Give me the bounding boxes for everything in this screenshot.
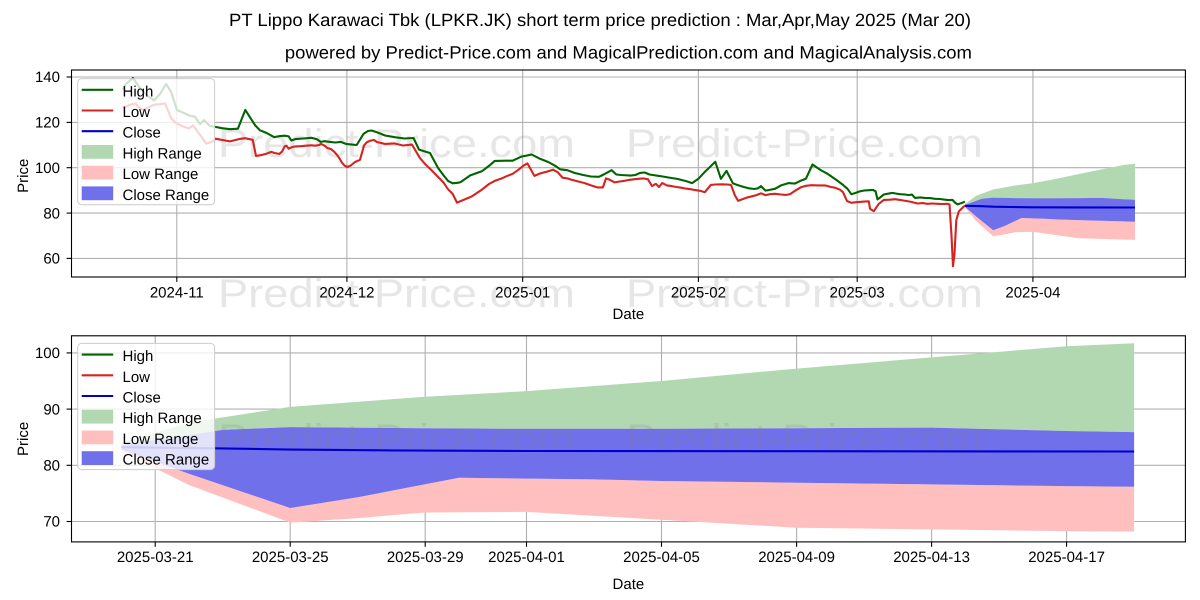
- svg-text:Date: Date: [613, 306, 645, 323]
- svg-text:2025-04-01: 2025-04-01: [488, 549, 565, 566]
- svg-text:PT Lippo Karawaci Tbk (LPKR.JK: PT Lippo Karawaci Tbk (LPKR.JK) short te…: [229, 10, 971, 30]
- svg-text:120: 120: [35, 115, 60, 132]
- svg-text:2025-03-29: 2025-03-29: [387, 549, 464, 566]
- svg-text:2025-01: 2025-01: [495, 285, 550, 302]
- svg-text:Predict-Price.com: Predict-Price.com: [626, 122, 983, 166]
- svg-text:Predict-Price.com: Predict-Price.com: [218, 417, 575, 461]
- svg-text:70: 70: [43, 514, 60, 531]
- svg-text:Price: Price: [15, 422, 32, 456]
- svg-text:Close Range: Close Range: [123, 187, 210, 204]
- svg-text:powered by Predict-Price.com a: powered by Predict-Price.com and Magical…: [285, 43, 972, 63]
- svg-text:60: 60: [43, 251, 60, 268]
- svg-text:Close: Close: [123, 390, 161, 407]
- svg-text:2025-04: 2025-04: [1005, 285, 1060, 302]
- svg-text:100: 100: [35, 160, 60, 177]
- svg-text:Low: Low: [123, 104, 151, 121]
- svg-text:2025-04-09: 2025-04-09: [758, 549, 835, 566]
- svg-text:2025-04-13: 2025-04-13: [893, 549, 970, 566]
- svg-text:90: 90: [43, 401, 60, 418]
- svg-text:Low Range: Low Range: [123, 166, 199, 183]
- svg-text:Low: Low: [123, 369, 151, 386]
- svg-text:2025-03-21: 2025-03-21: [117, 549, 194, 566]
- svg-text:100: 100: [35, 345, 60, 362]
- svg-text:2024-12: 2024-12: [319, 285, 374, 302]
- svg-text:2025-03-25: 2025-03-25: [252, 549, 329, 566]
- svg-text:140: 140: [35, 69, 60, 86]
- svg-text:High: High: [123, 348, 154, 365]
- svg-text:Predict-Price.com: Predict-Price.com: [218, 272, 575, 316]
- svg-text:Predict-Price.com: Predict-Price.com: [626, 417, 983, 461]
- svg-text:2025-02: 2025-02: [671, 285, 726, 302]
- svg-text:Date: Date: [613, 576, 645, 593]
- svg-text:2025-04-17: 2025-04-17: [1028, 549, 1105, 566]
- svg-text:Close: Close: [123, 125, 161, 142]
- svg-text:High Range: High Range: [123, 410, 202, 427]
- svg-text:2025-04-05: 2025-04-05: [623, 549, 700, 566]
- svg-text:Predict-Price.com: Predict-Price.com: [626, 272, 983, 316]
- svg-text:Close Range: Close Range: [123, 452, 210, 469]
- svg-text:High: High: [123, 83, 154, 100]
- svg-text:80: 80: [43, 205, 60, 222]
- svg-text:Low Range: Low Range: [123, 431, 199, 448]
- svg-text:80: 80: [43, 458, 60, 475]
- svg-text:2024-11: 2024-11: [150, 285, 204, 302]
- svg-text:2025-03: 2025-03: [830, 285, 885, 302]
- svg-text:High Range: High Range: [123, 145, 202, 162]
- svg-text:Price: Price: [15, 159, 32, 193]
